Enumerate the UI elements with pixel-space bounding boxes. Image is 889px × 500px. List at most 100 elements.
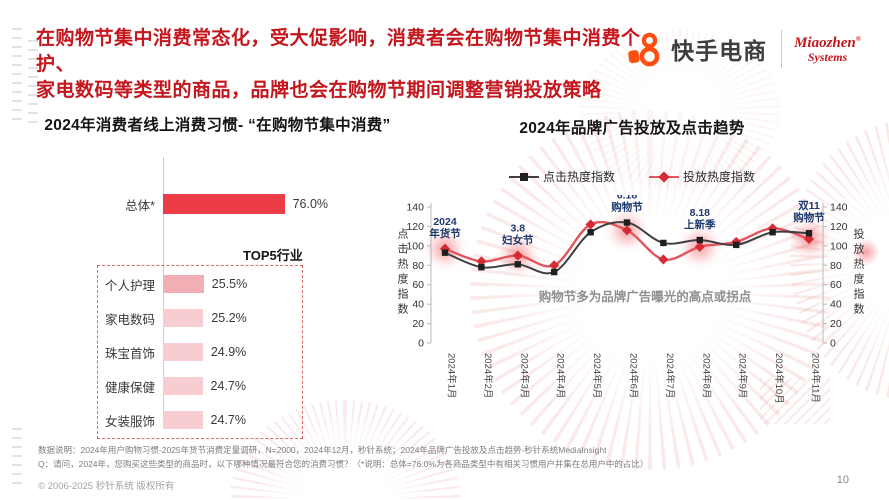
svg-text:60: 60 xyxy=(830,279,842,291)
svg-text:120: 120 xyxy=(406,221,424,233)
left-edge-dashes-top xyxy=(12,28,22,124)
copyright-text: © 2006-2025 秒针系统 版权所有 xyxy=(38,481,175,492)
svg-text:80: 80 xyxy=(412,260,424,272)
svg-text:2024年10月: 2024年10月 xyxy=(773,353,785,404)
svg-text:数: 数 xyxy=(854,303,865,316)
svg-text:2024: 2024 xyxy=(433,216,457,228)
slide-title-line2: 家电数码等类型的商品，品牌也会在购物节期间调整营销投放策略 xyxy=(36,80,602,102)
svg-text:年货节: 年货节 xyxy=(429,227,461,240)
industry-row: 家电数码 25.2% xyxy=(35,309,400,327)
slide-header: 在购物节集中消费常态化，受大促影响，消费者会在购物节集中消费个护、 家电数码等类… xyxy=(36,26,646,105)
industry-label: 女装服饰 xyxy=(104,414,155,429)
industry-row: 女装服饰 24.7% xyxy=(35,411,400,429)
svg-text:妇女节: 妇女节 xyxy=(501,234,534,247)
svg-text:2024年7月: 2024年7月 xyxy=(664,353,676,398)
svg-text:3.8: 3.8 xyxy=(510,223,525,235)
slide-title-line1: 在购物节集中消费常态化，受大促影响，消费者会在购物节集中消费个护、 xyxy=(36,28,641,76)
industry-row: 珠宝首饰 24.9% xyxy=(35,343,400,361)
industry-label: 健康保健 xyxy=(104,380,155,395)
svg-text:120: 120 xyxy=(830,221,848,233)
industry-value: 24.7% xyxy=(210,413,246,427)
footnote-line1: 数据说明：2024年用户购物习惯-2025年货节消费定量调研，N=2000，20… xyxy=(38,445,607,455)
svg-text:20: 20 xyxy=(412,318,424,330)
legend-square-marker-icon xyxy=(508,171,539,183)
industry-label: 家电数码 xyxy=(104,312,155,327)
line-chart-legend: 点击热度指数 投放热度指数 xyxy=(393,168,871,185)
svg-text:2024年4月: 2024年4月 xyxy=(555,353,567,398)
svg-text:100: 100 xyxy=(406,240,424,252)
svg-text:8.18: 8.18 xyxy=(690,207,711,219)
industry-value: 24.9% xyxy=(210,345,247,359)
svg-text:140: 140 xyxy=(830,202,848,214)
miaozhen-logo: Miaozhen® Systems xyxy=(794,34,861,64)
svg-text:点: 点 xyxy=(398,228,409,241)
svg-text:度: 度 xyxy=(398,272,409,286)
industry-label: 珠宝首饰 xyxy=(104,346,155,361)
consumer-habit-chart-panel: 2024年消费者线上消费习惯- “在购物节集中消费” 总体* 76.0% TOP… xyxy=(35,113,400,439)
page-number: 10 xyxy=(836,474,849,486)
svg-text:60: 60 xyxy=(412,279,424,291)
line-chart-title: 2024年品牌广告投放及点击趋势 xyxy=(519,120,745,137)
overall-bar xyxy=(163,194,285,214)
svg-text:80: 80 xyxy=(830,260,842,272)
industry-value: 25.2% xyxy=(211,311,247,325)
miaozhen-logo-line2: Systems xyxy=(807,49,848,64)
legend-label-spend-index: 投放热度指数 xyxy=(683,170,756,184)
line-chart-svg: 0 0 20 20 40 40 60 60 80 80 100 100 120 120 140 140 点击热度… xyxy=(398,195,865,404)
industry-bar xyxy=(163,343,203,361)
legend-diamond-marker-icon xyxy=(649,170,679,183)
industry-bar xyxy=(163,275,204,293)
svg-text:2024年6月: 2024年6月 xyxy=(628,353,640,398)
svg-text:2024年5月: 2024年5月 xyxy=(591,353,603,398)
logo-block: 快手电商 Miaozhen® Systems xyxy=(627,30,861,68)
miaozhen-logo-line1: Miaozhen xyxy=(794,34,856,51)
svg-text:双11: 双11 xyxy=(797,200,820,212)
svg-text:指: 指 xyxy=(398,287,409,301)
svg-text:100: 100 xyxy=(830,240,848,252)
overall-bar-row: 总体* 76.0% xyxy=(35,193,400,215)
industry-bar-rows: 个人护理 25.5% 家电数码 25.2% 珠宝首饰 24.9% 健康保健 24.7% 女装服饰… xyxy=(35,275,400,445)
top5-dashed-box xyxy=(97,265,303,439)
svg-text:购物节多为品牌广告曝光的高点或拐点: 购物节多为品牌广告曝光的高点或拐点 xyxy=(539,289,752,304)
svg-text:2024年1月: 2024年1月 xyxy=(446,353,458,398)
svg-text:2024年11月: 2024年11月 xyxy=(810,353,822,403)
svg-text:140: 140 xyxy=(406,202,424,214)
svg-text:热: 热 xyxy=(398,258,409,271)
svg-text:2024年2月: 2024年2月 xyxy=(482,353,494,398)
logo-divider xyxy=(781,30,783,68)
left-edge-dashes-bottom xyxy=(12,428,22,490)
kuaishou-logo-label: 快手电商 xyxy=(671,38,768,64)
svg-text:20: 20 xyxy=(830,318,842,330)
kuaishou-logo-icon xyxy=(628,32,660,67)
industry-bar xyxy=(163,309,204,327)
industry-label: 个人护理 xyxy=(104,278,155,293)
svg-text:指: 指 xyxy=(854,287,865,301)
svg-text:投: 投 xyxy=(854,227,865,241)
svg-text:购物节: 购物节 xyxy=(611,201,643,214)
footnote-line2: Q：请问，2024年，您购买这些类型的商品时，以下哪种情况最符合您的消费习惯？（… xyxy=(38,458,649,469)
svg-text:放: 放 xyxy=(854,242,865,256)
svg-text:2024年3月: 2024年3月 xyxy=(518,353,530,398)
svg-text:40: 40 xyxy=(830,299,842,311)
svg-text:0: 0 xyxy=(418,338,424,350)
svg-text:击: 击 xyxy=(398,243,409,256)
industry-bar xyxy=(163,377,203,395)
bar-chart-title: 2024年消费者线上消费习惯- “在购物节集中消费” xyxy=(44,117,391,134)
svg-text:购物节: 购物节 xyxy=(793,211,825,224)
legend-label-click-index: 点击热度指数 xyxy=(542,170,615,184)
svg-text:度: 度 xyxy=(854,272,865,286)
overall-bar-value: 76.0% xyxy=(292,197,329,211)
svg-text:热: 热 xyxy=(854,258,865,271)
industry-row: 个人护理 25.5% xyxy=(35,275,400,293)
svg-text:40: 40 xyxy=(412,299,424,311)
industry-bar xyxy=(163,411,203,429)
industry-row: 健康保健 24.7% xyxy=(35,377,400,395)
industry-value: 25.5% xyxy=(211,277,248,291)
svg-text:2024年8月: 2024年8月 xyxy=(700,353,712,398)
svg-text:上新季: 上新季 xyxy=(684,218,716,231)
industry-value: 24.7% xyxy=(210,379,246,393)
svg-text:0: 0 xyxy=(830,338,836,350)
top5-group-label: TOP5行业 xyxy=(243,248,303,263)
svg-text:2024年9月: 2024年9月 xyxy=(737,353,749,398)
